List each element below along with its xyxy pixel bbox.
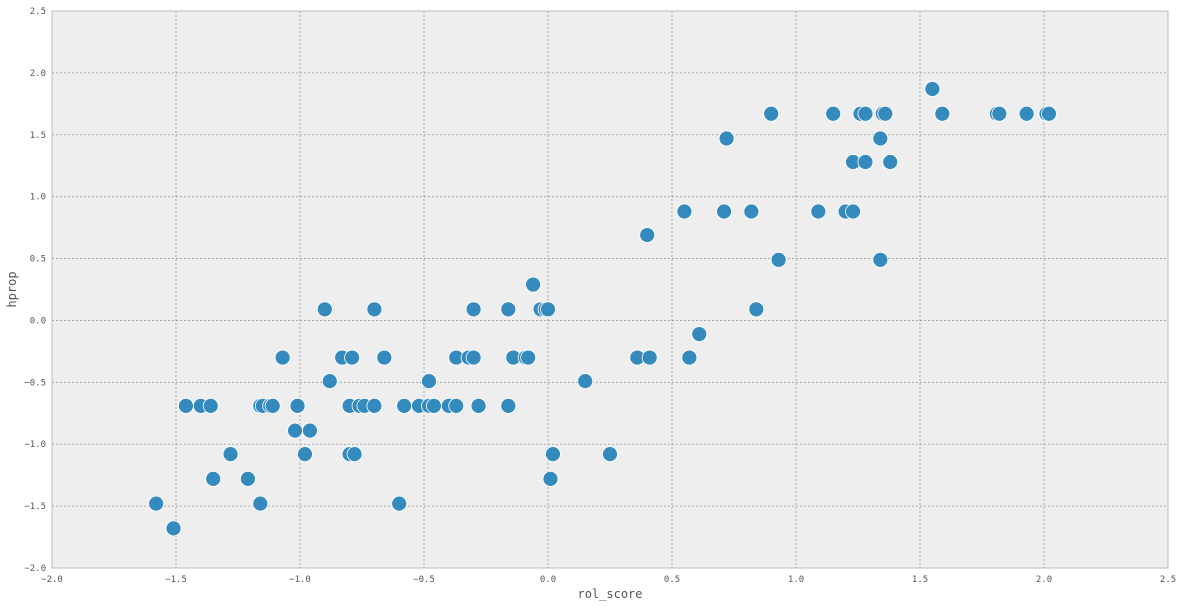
data-point: [426, 397, 442, 414]
data-point: [465, 301, 482, 318]
y-axis-label: hprop: [5, 271, 19, 307]
data-point: [289, 397, 306, 414]
data-point: [520, 349, 537, 366]
y-tick-label: 0.5: [30, 255, 46, 265]
data-point: [366, 301, 383, 318]
data-point: [525, 276, 542, 293]
data-point: [743, 203, 760, 220]
data-point: [1018, 105, 1035, 122]
x-tick-label: 2.5: [1160, 575, 1176, 585]
y-tick-label: 2.0: [30, 69, 46, 79]
x-tick-label: −2.0: [41, 575, 63, 585]
data-point: [825, 105, 842, 122]
data-point: [376, 349, 393, 366]
data-point: [178, 397, 194, 414]
y-tick-label: 2.5: [30, 7, 46, 17]
data-point: [542, 470, 559, 487]
data-point: [470, 397, 487, 414]
data-point: [366, 397, 383, 414]
data-point: [641, 349, 658, 366]
data-point: [287, 422, 303, 439]
data-point: [205, 470, 222, 487]
data-point: [810, 203, 827, 220]
data-point: [391, 495, 408, 512]
data-point: [991, 105, 1008, 122]
y-tick-label: −1.0: [24, 440, 46, 450]
x-tick-labels: −2.0 −1.5 −1.0 −0.5 0.0 0.5 1.0 1.5 2.0 2.5: [41, 575, 1176, 585]
data-point: [448, 397, 465, 414]
y-tick-label: −1.5: [24, 502, 46, 512]
x-tick-label: −1.5: [165, 575, 187, 585]
data-point: [872, 251, 889, 268]
data-point: [396, 397, 413, 414]
x-tick-label: −0.5: [413, 575, 435, 585]
data-point: [748, 301, 765, 318]
data-point: [500, 301, 517, 318]
x-tick-label: 2.0: [1036, 575, 1052, 585]
data-point: [763, 105, 780, 122]
data-point: [540, 301, 556, 318]
data-point: [639, 227, 656, 243]
y-tick-label: 1.5: [30, 131, 46, 141]
data-point: [924, 81, 941, 97]
data-point: [222, 446, 239, 463]
data-point: [240, 470, 256, 487]
data-point: [882, 154, 899, 170]
data-point: [681, 349, 698, 366]
data-point: [934, 105, 951, 122]
plot-background: [52, 11, 1168, 568]
grid: [52, 11, 1168, 568]
y-tick-label: 1.0: [30, 193, 46, 203]
data-point: [770, 251, 787, 268]
data-point: [577, 373, 594, 389]
x-axis-label: rol_score: [577, 587, 642, 601]
x-tick-label: 0.0: [540, 575, 556, 585]
y-tick-label: 0.0: [30, 316, 46, 326]
data-point: [165, 520, 182, 537]
data-point: [465, 349, 482, 366]
data-point: [545, 446, 561, 463]
data-point: [344, 349, 360, 366]
data-point: [718, 130, 735, 147]
data-point: [202, 397, 219, 414]
data-point: [264, 397, 281, 414]
data-point: [1041, 105, 1057, 122]
y-tick-label: −0.5: [24, 378, 46, 388]
x-tick-label: 1.5: [912, 575, 928, 585]
y-tick-labels: −2.0 −1.5 −1.0 −0.5 0.0 0.5 1.0 1.5 2.0 2.5: [24, 7, 46, 574]
x-tick-label: 0.5: [664, 575, 680, 585]
data-point: [872, 130, 889, 147]
data-points: [148, 81, 1057, 537]
data-point: [857, 105, 874, 122]
data-point: [321, 373, 338, 389]
data-point: [676, 203, 693, 220]
data-point: [500, 397, 517, 414]
x-tick-label: 1.0: [788, 575, 804, 585]
data-point: [877, 105, 894, 122]
data-point: [421, 373, 437, 389]
plot-frame: [51, 10, 1169, 569]
y-tick-label: −2.0: [24, 564, 46, 574]
data-point: [274, 349, 291, 366]
data-point: [252, 495, 269, 512]
data-point: [857, 154, 874, 170]
x-tick-label: −1.0: [289, 575, 311, 585]
data-point: [845, 203, 861, 220]
data-point: [302, 422, 318, 439]
data-point: [602, 446, 618, 463]
data-point: [346, 446, 363, 463]
data-point: [316, 301, 333, 318]
data-point: [716, 203, 732, 220]
data-point: [297, 446, 313, 463]
data-point: [148, 495, 165, 512]
data-point: [691, 326, 708, 342]
